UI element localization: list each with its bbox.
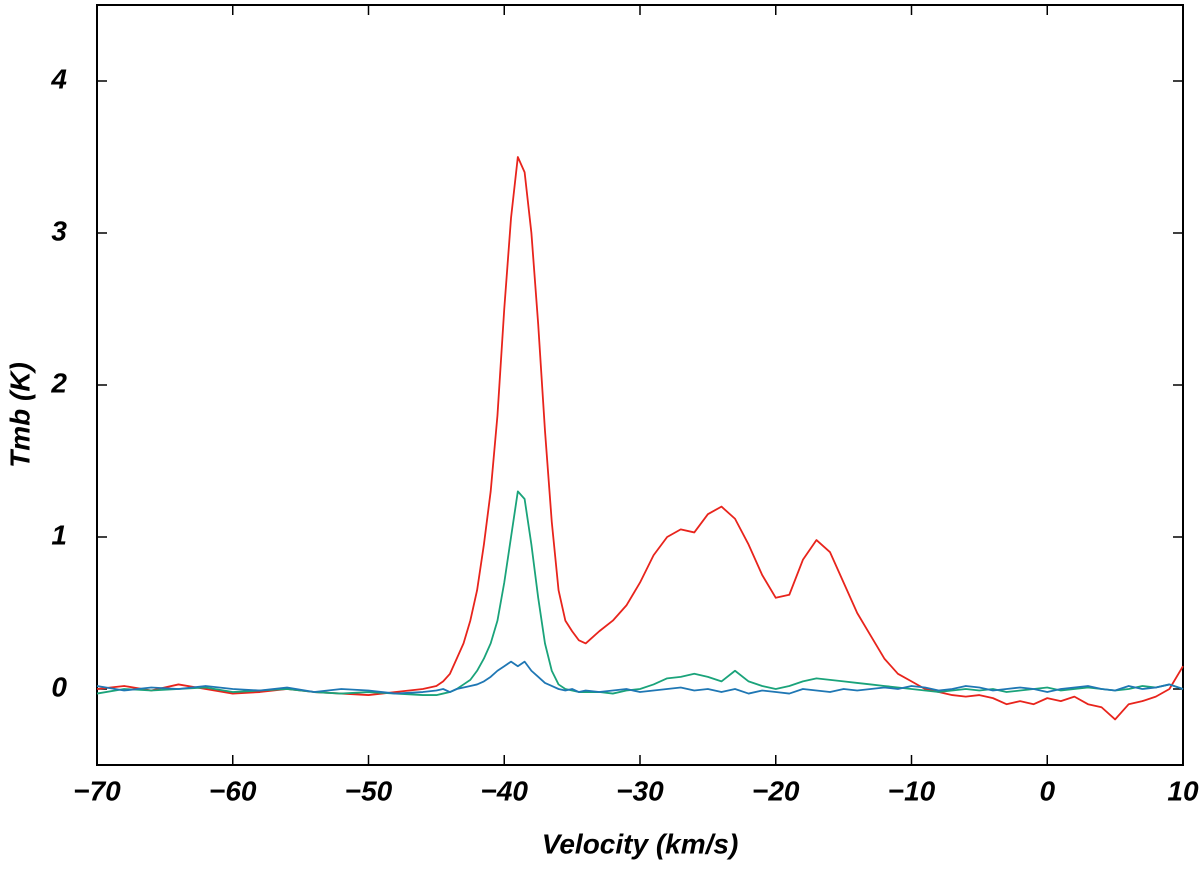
x-axis-title: Velocity (km/s) (542, 828, 739, 859)
plot-frame (96, 4, 1184, 766)
x-tick-label: −10 (888, 775, 936, 806)
y-tick-label: 1 (51, 519, 67, 550)
y-tick-label: 3 (51, 215, 67, 246)
x-tick-label: 10 (1167, 775, 1199, 806)
x-tick-label: −40 (481, 775, 529, 806)
spectrum-line (96, 156, 1184, 721)
y-axis-title: Tmb (K) (4, 362, 35, 468)
y-tick-label: 2 (50, 367, 67, 398)
y-tick-label: 4 (50, 63, 67, 94)
x-tick-label: −20 (752, 775, 800, 806)
x-tick-label: −50 (345, 775, 393, 806)
x-tick-label: −70 (73, 775, 121, 806)
spectrum-line (96, 490, 1184, 696)
spectrum-line (96, 660, 1184, 695)
x-tick-label: 0 (1039, 775, 1055, 806)
y-tick-label: 0 (51, 671, 67, 702)
x-tick-label: −60 (209, 775, 257, 806)
x-tick-label: −30 (616, 775, 664, 806)
